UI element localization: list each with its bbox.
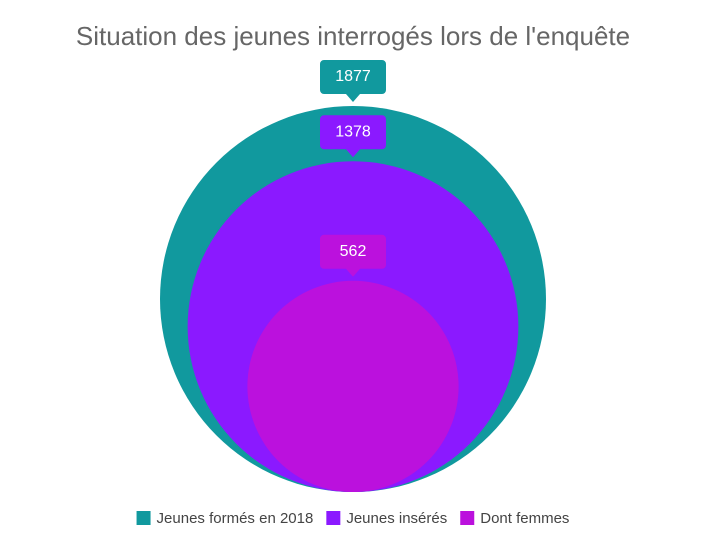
label-box [320, 234, 386, 277]
chart-title: Situation des jeunes interrogés lors de … [76, 21, 630, 51]
legend-label: Dont femmes [480, 510, 569, 527]
legend-swatch [136, 511, 151, 525]
data-label: 1877 [335, 68, 371, 85]
data-label: 1378 [335, 123, 371, 140]
legend-label: Jeunes insérés [346, 510, 447, 527]
legend-label: Jeunes formés en 2018 [157, 510, 314, 527]
legend-swatch [460, 511, 475, 525]
legend-swatch [326, 511, 341, 525]
label-box [320, 60, 386, 102]
label-box [320, 115, 386, 158]
data-label: 562 [340, 243, 367, 260]
bubble [247, 280, 459, 492]
legend: Jeunes formés en 2018 Jeunes insérés Dont … [136, 510, 569, 527]
